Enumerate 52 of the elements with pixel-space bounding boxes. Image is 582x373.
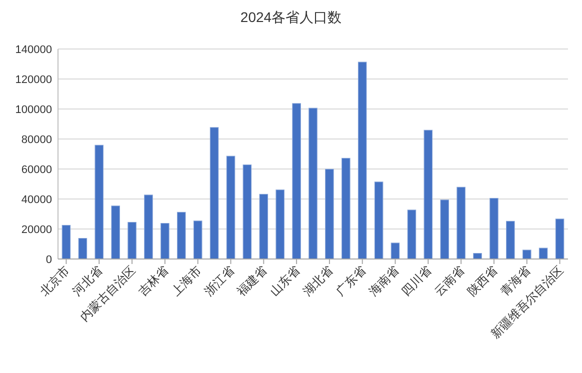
x-tick-label: 陕西省: [464, 263, 500, 299]
bar: [94, 144, 104, 260]
bar: [506, 220, 515, 260]
x-tick-label: 广东省: [333, 263, 368, 299]
x-tick-label: 四川省: [398, 263, 434, 299]
bar: [128, 222, 136, 260]
bar: [226, 156, 236, 260]
bar: [374, 182, 384, 260]
x-tick-label: 吉林省: [136, 263, 172, 299]
bar: [242, 164, 252, 260]
bar: [341, 158, 350, 260]
bar: [176, 212, 186, 260]
x-tick-label: 福建省: [234, 263, 270, 299]
bar: [325, 168, 334, 260]
bar: [78, 238, 88, 260]
bar: [111, 206, 120, 260]
bar: [538, 248, 548, 260]
x-tick-label: 湖北省: [300, 263, 336, 299]
title: 2024各省人口数: [240, 9, 342, 25]
y-tick-label: 0: [46, 254, 52, 266]
bar: [210, 127, 219, 260]
bar: [440, 200, 450, 260]
bar: [292, 103, 301, 260]
y-tick-label: 80000: [21, 134, 52, 146]
bar: [193, 220, 202, 260]
bar: [276, 190, 285, 260]
bar: [456, 186, 466, 260]
y-tick-label: 40000: [21, 194, 52, 206]
y-tick-label: 120000: [15, 74, 52, 86]
y-tick-label: 20000: [21, 224, 52, 236]
x-tick-label: 浙江省: [202, 263, 237, 299]
bar: [407, 210, 416, 260]
x-tick-label: 上海市: [168, 263, 204, 299]
x-tick-label: 北京市: [36, 263, 72, 299]
bar: [308, 108, 318, 260]
bar: [490, 198, 498, 260]
y-tick-label: 140000: [15, 44, 52, 56]
bar: [259, 194, 268, 260]
x-tick-label: 海南省: [366, 263, 402, 299]
bar: [358, 62, 367, 260]
x-tick-label: 云南省: [432, 263, 468, 299]
bar: [160, 223, 170, 260]
bar: [522, 250, 532, 260]
bar: [390, 242, 400, 260]
y-tick-label: 60000: [21, 164, 52, 176]
bar: [555, 218, 564, 260]
bar: [62, 224, 71, 260]
x-tick-label: 山东省: [267, 263, 303, 299]
bar: [473, 253, 482, 260]
bar: [144, 194, 153, 260]
bar: [424, 130, 433, 260]
y-tick-label: 100000: [15, 104, 52, 116]
